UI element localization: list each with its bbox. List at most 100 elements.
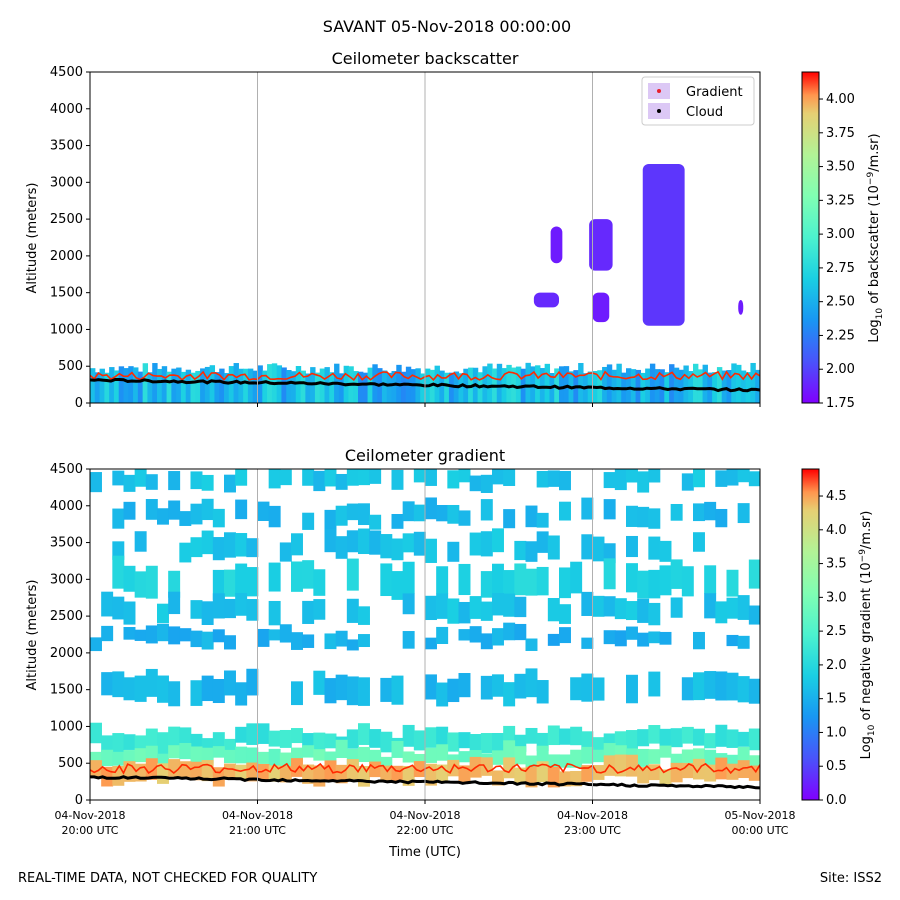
gradient-band-segment	[536, 566, 549, 596]
gradient-band-segment	[145, 668, 158, 697]
gradient-band-segment	[447, 504, 460, 524]
gradient-band-segment	[626, 601, 638, 621]
gradient-panel: Ceilometer gradient 0 500 1000 1500 2000 2500…	[25, 446, 877, 860]
gradient-band-segment	[681, 726, 694, 744]
backscatter-aerosol-column	[740, 370, 747, 403]
gradient-band-segment	[313, 765, 326, 787]
backscatter-aerosol-column	[602, 366, 608, 403]
gradient-band-segment	[525, 505, 538, 528]
gradient-band-segment	[436, 744, 449, 761]
gradient-band-segment	[648, 631, 661, 644]
gradient-band-segment	[391, 513, 404, 529]
gradient-band-segment	[369, 749, 382, 765]
gradient-y-axis-label: Altitude (meters)	[25, 580, 40, 691]
gradient-band-segment	[302, 560, 315, 589]
colorbar-tick-label: 4.5	[826, 489, 847, 504]
gradient-band-segment	[480, 757, 493, 776]
gradient-band-segment	[380, 677, 393, 702]
x-tick-label-time: 21:00 UTC	[229, 824, 286, 837]
gradient-band-segment	[480, 733, 493, 754]
backscatter-aerosol-column	[247, 368, 254, 403]
gradient-band-segment	[469, 626, 482, 643]
colorbar-tick-label: 2.50	[826, 295, 855, 310]
gradient-title: Ceilometer gradient	[345, 446, 505, 465]
gradient-band-segment	[447, 732, 460, 752]
gradient-band-segment	[603, 543, 616, 564]
gradient-band-segment	[402, 561, 415, 594]
gradient-band-segment	[145, 758, 158, 780]
gradient-band-segment	[447, 598, 460, 624]
backscatter-aerosol-column	[319, 368, 326, 403]
gradient-band-segment	[313, 599, 326, 620]
gradient-band-segment	[536, 512, 549, 528]
backscatter-aerosol-column	[200, 368, 206, 403]
gradient-band-segment	[581, 746, 594, 764]
gradient-band-segment	[637, 471, 650, 493]
gradient-band-segment	[436, 593, 449, 619]
backscatter-aerosol-column	[693, 363, 699, 403]
y-tick-label: 0	[75, 396, 83, 411]
x-tick-label-date: 04-Nov-2018	[54, 809, 125, 822]
gradient-band-segment	[346, 759, 359, 780]
gradient-band-segment	[224, 532, 236, 558]
gradient-band-segment	[626, 754, 638, 777]
gradient-band-segment	[90, 472, 102, 493]
y-tick-label: 1000	[50, 322, 83, 337]
gradient-band-segment	[581, 731, 594, 754]
gradient-band-segment	[145, 625, 158, 644]
gradient-band-segment	[748, 755, 760, 768]
gradient-band-segment	[559, 754, 571, 768]
gradient-band-segment	[257, 628, 270, 647]
gradient-band-segment	[648, 725, 661, 744]
gradient-band-segment	[559, 470, 571, 491]
gradient-band-segment	[279, 542, 292, 562]
gradient-band-segment	[659, 769, 672, 786]
gradient-band-segment	[458, 510, 471, 526]
gradient-band-segment	[190, 761, 203, 781]
backscatter-aerosol-column	[133, 367, 139, 403]
y-tick-label: 3500	[50, 139, 83, 154]
gradient-band-segment	[168, 626, 181, 645]
gradient-band-segment	[525, 541, 538, 562]
gradient-band-segment	[123, 601, 136, 625]
gradient-band-segment	[626, 748, 638, 760]
gradient-band-segment	[626, 505, 638, 527]
legend-cloud-marker	[657, 109, 661, 113]
gradient-band-segment	[324, 760, 337, 781]
gradient-band-segment	[246, 668, 259, 696]
gradient-band-segment	[201, 530, 214, 555]
gradient-band-segment	[469, 532, 482, 556]
gradient-band-segment	[224, 635, 236, 650]
backscatter-aerosol-column	[525, 362, 531, 403]
gradient-band-segment	[324, 528, 337, 553]
gradient-band-segment	[346, 639, 359, 651]
gradient-band-segment	[313, 732, 326, 755]
backscatter-y-ticks: 0 500 1000 1500 2000 2500 3000 3500 4000 4500	[50, 65, 90, 411]
backscatter-aerosol-column	[731, 363, 737, 403]
backscatter-aerosol-column	[291, 371, 297, 403]
gradient-band-segment	[212, 569, 225, 600]
gradient-band-segment	[704, 565, 717, 594]
gradient-band-segment	[212, 508, 225, 528]
gradient-band-segment	[469, 734, 482, 755]
gradient-band-segment	[614, 754, 627, 777]
gradient-band-segment	[648, 536, 661, 560]
gradient-band-segment	[112, 508, 125, 529]
x-tick-label-date: 04-Nov-2018	[389, 809, 460, 822]
gradient-band-segment	[559, 728, 571, 745]
gradient-band-segment	[469, 596, 482, 619]
gradient-band-segment	[380, 731, 393, 753]
gradient-band-segment	[224, 569, 236, 597]
backscatter-aerosol-column	[745, 372, 752, 403]
footer-site: Site: ISS2	[820, 871, 882, 886]
gradient-x-axis-label: Time (UTC)	[388, 845, 461, 860]
gradient-band-segment	[201, 601, 214, 625]
gradient-band-segment	[324, 751, 337, 767]
backscatter-aerosol-column	[535, 365, 541, 403]
backscatter-aerosol-column	[683, 365, 689, 403]
gradient-band-segment	[536, 761, 549, 783]
gradient-band-segment	[514, 540, 527, 561]
backscatter-aerosol-column	[329, 372, 335, 403]
gradient-band-segment	[581, 534, 594, 560]
gradient-band-segment	[693, 532, 705, 552]
